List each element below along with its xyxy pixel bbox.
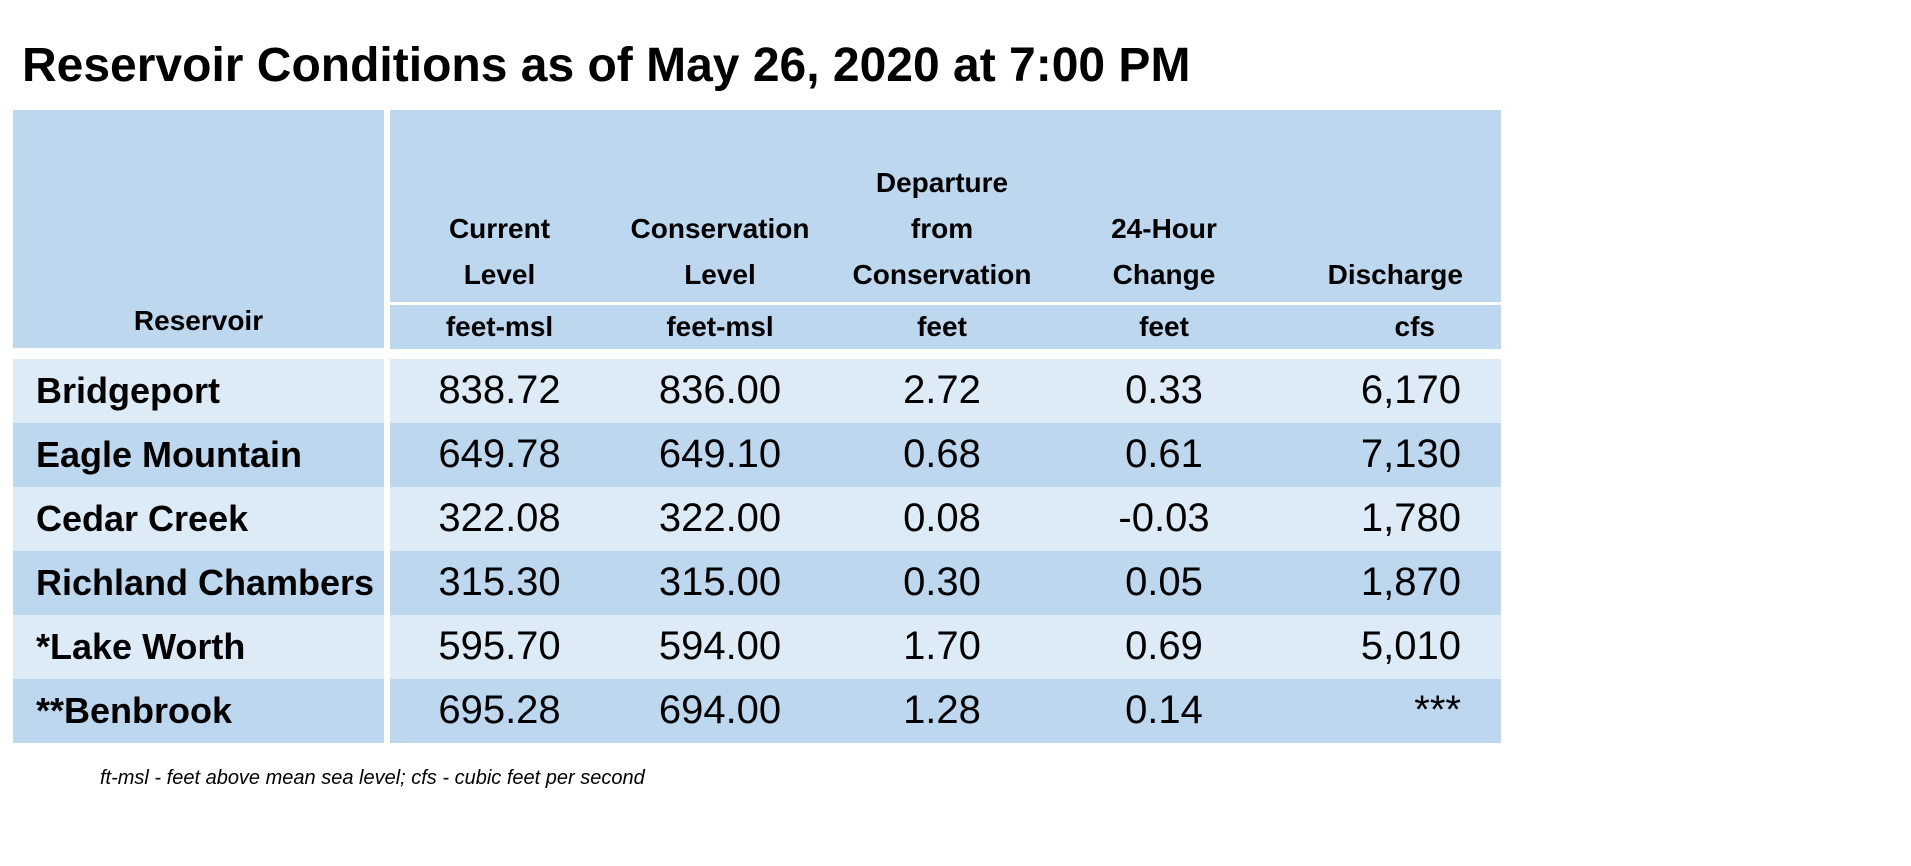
- column-header-discharge: Discharge: [1275, 110, 1501, 305]
- column-header-current-level: Current Level: [387, 110, 609, 305]
- current-level-value: 322.08: [387, 486, 609, 551]
- discharge-value: 6,170: [1275, 358, 1501, 423]
- discharge-value: 7,130: [1275, 422, 1501, 487]
- change-value: 0.05: [1053, 550, 1275, 615]
- current-level-value: 838.72: [387, 358, 609, 423]
- conservation-level-value: 836.00: [609, 358, 831, 423]
- discharge-value: 5,010: [1275, 614, 1501, 679]
- change-value: 0.61: [1053, 422, 1275, 487]
- change-value: 0.14: [1053, 678, 1275, 743]
- units-row: feet-msl feet-msl feet feet cfs: [13, 303, 1501, 349]
- header-row: Reservoir Current Level Conservation Level…: [13, 110, 1501, 351]
- conservation-level-value: 594.00: [609, 614, 831, 679]
- departure-value: 0.30: [831, 550, 1053, 615]
- departure-value: 0.08: [831, 486, 1053, 551]
- discharge-value: 1,870: [1275, 550, 1501, 615]
- discharge-value: 1,780: [1275, 486, 1501, 551]
- departure-value: 2.72: [831, 358, 1053, 423]
- reservoir-name: Cedar Creek: [13, 486, 390, 551]
- unit-departure: feet: [831, 303, 1053, 349]
- reservoir-name: Richland Chambers: [13, 550, 390, 615]
- table-row: Bridgeport 838.72 836.00 2.72 0.33 6,170: [13, 358, 1501, 423]
- conservation-level-value: 694.00: [609, 678, 831, 743]
- current-level-value: 649.78: [387, 422, 609, 487]
- change-value: -0.03: [1053, 486, 1275, 551]
- unit-24-hour-change: feet: [1053, 303, 1275, 349]
- discharge-value: ***: [1275, 678, 1501, 743]
- table-row: Richland Chambers 315.30 315.00 0.30 0.0…: [13, 550, 1501, 615]
- reservoir-name: Eagle Mountain: [13, 422, 390, 487]
- table-row: Eagle Mountain 649.78 649.10 0.68 0.61 7…: [13, 422, 1501, 487]
- departure-value: 0.68: [831, 422, 1053, 487]
- change-value: 0.69: [1053, 614, 1275, 679]
- reservoir-name: Bridgeport: [13, 358, 390, 423]
- page-title: Reservoir Conditions as of May 26, 2020 …: [22, 39, 1191, 92]
- column-header-conservation-level: Conservation Level: [609, 110, 831, 305]
- unit-current-level: feet-msl: [387, 303, 609, 349]
- current-level-value: 315.30: [387, 550, 609, 615]
- table-row: **Benbrook 695.28 694.00 1.28 0.14 ***: [13, 678, 1501, 743]
- column-header-departure: Departure from Conservation: [831, 110, 1053, 305]
- reservoir-name: **Benbrook: [13, 678, 390, 743]
- current-level-value: 595.70: [387, 614, 609, 679]
- table-row: Cedar Creek 322.08 322.00 0.08 -0.03 1,7…: [13, 486, 1501, 551]
- unit-conservation-level: feet-msl: [609, 303, 831, 349]
- current-level-value: 695.28: [387, 678, 609, 743]
- column-header-24-hour-change: 24-Hour Change: [1053, 110, 1275, 305]
- column-header-reservoir: Reservoir: [13, 110, 390, 351]
- conservation-level-value: 649.10: [609, 422, 831, 487]
- departure-value: 1.28: [831, 678, 1053, 743]
- reservoir-name: *Lake Worth: [13, 614, 390, 679]
- conservation-level-value: 322.00: [609, 486, 831, 551]
- unit-discharge: cfs: [1275, 303, 1501, 349]
- table-row: *Lake Worth 595.70 594.00 1.70 0.69 5,01…: [13, 614, 1501, 679]
- footnote: ft-msl - feet above mean sea level; cfs …: [100, 767, 645, 789]
- departure-value: 1.70: [831, 614, 1053, 679]
- reservoir-table: Reservoir Current Level Conservation Level…: [13, 110, 1501, 743]
- conservation-level-value: 315.00: [609, 550, 831, 615]
- change-value: 0.33: [1053, 358, 1275, 423]
